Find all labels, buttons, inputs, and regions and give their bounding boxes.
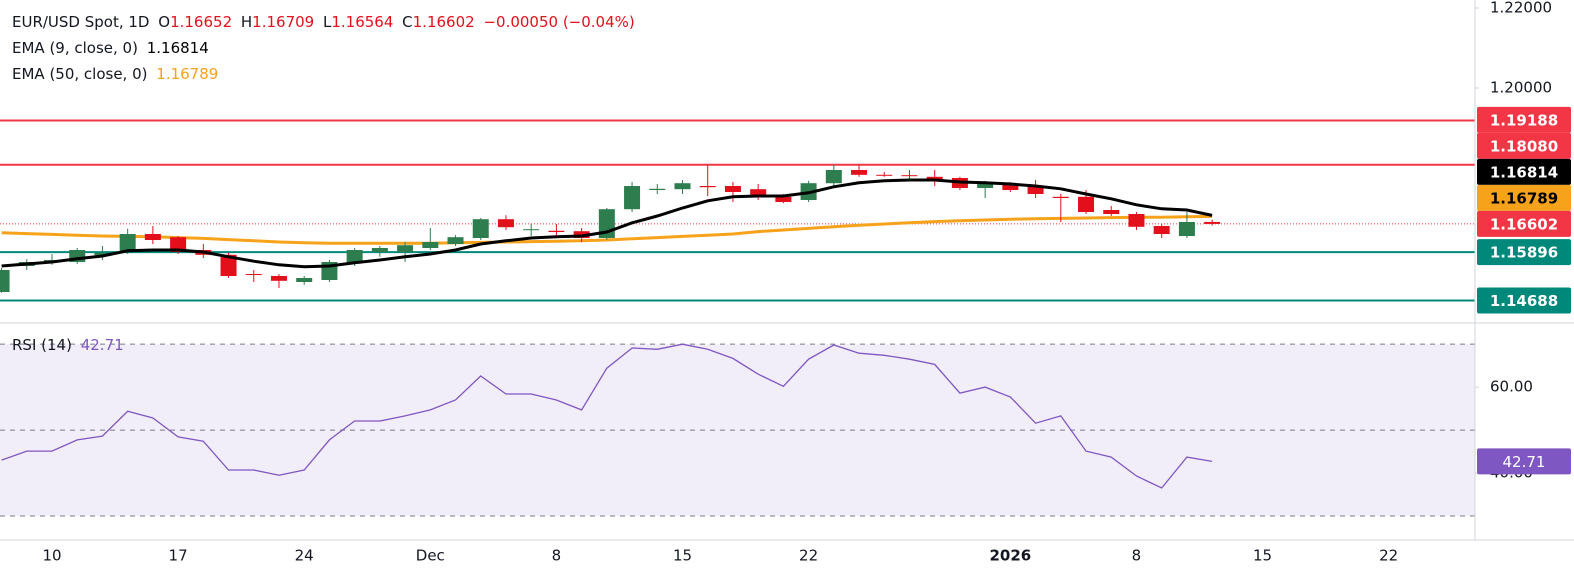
price-label: 1.18080	[1490, 137, 1558, 155]
rsi-line	[1, 343, 1213, 489]
candle-body	[901, 175, 918, 177]
ema-line	[1, 178, 1213, 269]
candle-body	[1052, 196, 1069, 198]
candle-body	[775, 196, 792, 202]
candle-body	[422, 242, 439, 248]
x-tick-label: 8	[1132, 547, 1142, 565]
candle-body	[220, 254, 237, 276]
price-legend: EUR/USD Spot, 1D O1.16652 H1.16709 L1.16…	[12, 13, 639, 31]
price-label-bg	[1477, 210, 1571, 237]
price-label-bg	[1477, 322, 1571, 348]
candle-body	[1153, 226, 1170, 234]
candle-body	[548, 230, 565, 232]
candle-body	[119, 234, 136, 252]
key: C	[402, 13, 413, 31]
candle-body	[1027, 186, 1044, 194]
price-label: 1.19188	[1490, 111, 1558, 129]
legend-value: 1.16814	[146, 39, 209, 57]
symbol: EUR/USD Spot, 1D	[12, 13, 150, 31]
price-label-bg	[1477, 184, 1571, 211]
ema-legend: EMA (9, close, 0) 1.16814	[12, 39, 213, 57]
candle-body	[977, 183, 994, 188]
candle-body	[851, 170, 868, 175]
candle-body	[371, 248, 388, 252]
price-label: 1.14688	[1490, 292, 1558, 310]
candle-body	[699, 186, 716, 188]
candle-body	[245, 274, 262, 275]
candle-body	[825, 170, 842, 184]
rsi-label: 42.71	[1503, 453, 1546, 471]
candle-body	[94, 252, 111, 256]
candle-body	[270, 276, 287, 281]
rsi-label-bg	[1477, 448, 1571, 475]
price-label: 1.15896	[1490, 244, 1558, 262]
candle-body	[624, 186, 641, 210]
plot-area	[0, 119, 1475, 302]
rsi-band	[0, 344, 1475, 516]
candle-body	[1103, 210, 1120, 214]
candle-body	[397, 245, 414, 252]
rsi-legend: RSI (14) 42.71	[12, 336, 128, 354]
legend-name: RSI (14)	[12, 336, 72, 354]
x-tick-label: 10	[42, 547, 61, 565]
candle-body	[674, 183, 691, 190]
value: 1.16709	[252, 13, 315, 31]
candle-body	[170, 237, 187, 252]
candle-body	[1078, 196, 1095, 212]
candle-body	[346, 250, 363, 263]
x-tick-label: 22	[1379, 547, 1398, 565]
key: H	[240, 13, 253, 31]
x-tick-label: 15	[1253, 547, 1272, 565]
price-label-bg	[1477, 132, 1571, 159]
value: 1.16652	[170, 13, 233, 31]
candle-body	[876, 174, 893, 176]
candle-body	[649, 188, 666, 190]
candle-body	[523, 229, 540, 231]
value: 1.16564	[331, 13, 394, 31]
x-tick-label: 22	[799, 547, 818, 565]
legend-name: EMA (50, close, 0)	[12, 65, 148, 83]
price-label-bg	[1477, 287, 1571, 314]
candle-body	[296, 278, 313, 282]
candle-body	[724, 186, 741, 192]
x-tick-label: 24	[295, 547, 314, 565]
candle-body	[750, 189, 767, 197]
ema-legend: EMA (50, close, 0) 1.16789	[12, 65, 222, 83]
candle-body	[1128, 214, 1145, 227]
x-tick-label: Dec	[416, 547, 445, 565]
price-label-bg	[1477, 239, 1571, 266]
legend-value: 1.16789	[156, 65, 219, 83]
y-tick-label: 1.20000	[1490, 79, 1552, 97]
key: O	[158, 13, 171, 31]
y-tick-label: 60.00	[1490, 378, 1533, 396]
candle-body	[1204, 221, 1221, 224]
candle-body	[926, 176, 943, 180]
y-tick-label: 1.22000	[1490, 0, 1552, 17]
price-label-bg	[1477, 106, 1571, 133]
candle-body	[447, 237, 464, 244]
change: −0.00050 (−0.04%)	[483, 13, 635, 31]
candle-body	[472, 219, 489, 238]
candle-body	[497, 219, 514, 228]
x-tick-label: 2026	[989, 547, 1031, 565]
x-tick-label: 17	[169, 547, 188, 565]
candle-body	[0, 270, 10, 292]
legend-value: 42.71	[80, 336, 124, 354]
candle-body	[1002, 184, 1019, 190]
candle-body	[1178, 222, 1195, 236]
price-label-bg	[1477, 158, 1571, 185]
key: L	[322, 13, 332, 31]
x-tick-label: 15	[673, 547, 692, 565]
value: 1.16602	[412, 13, 475, 31]
x-tick-label: 8	[552, 547, 562, 565]
price-label: 1.16602	[1490, 215, 1558, 233]
price-label: 1.16789	[1490, 189, 1558, 207]
legend-name: EMA (9, close, 0)	[12, 39, 138, 57]
candle-body	[144, 234, 161, 240]
price-label: 1.13817	[1490, 327, 1558, 345]
price-label: 1.16814	[1490, 163, 1558, 181]
